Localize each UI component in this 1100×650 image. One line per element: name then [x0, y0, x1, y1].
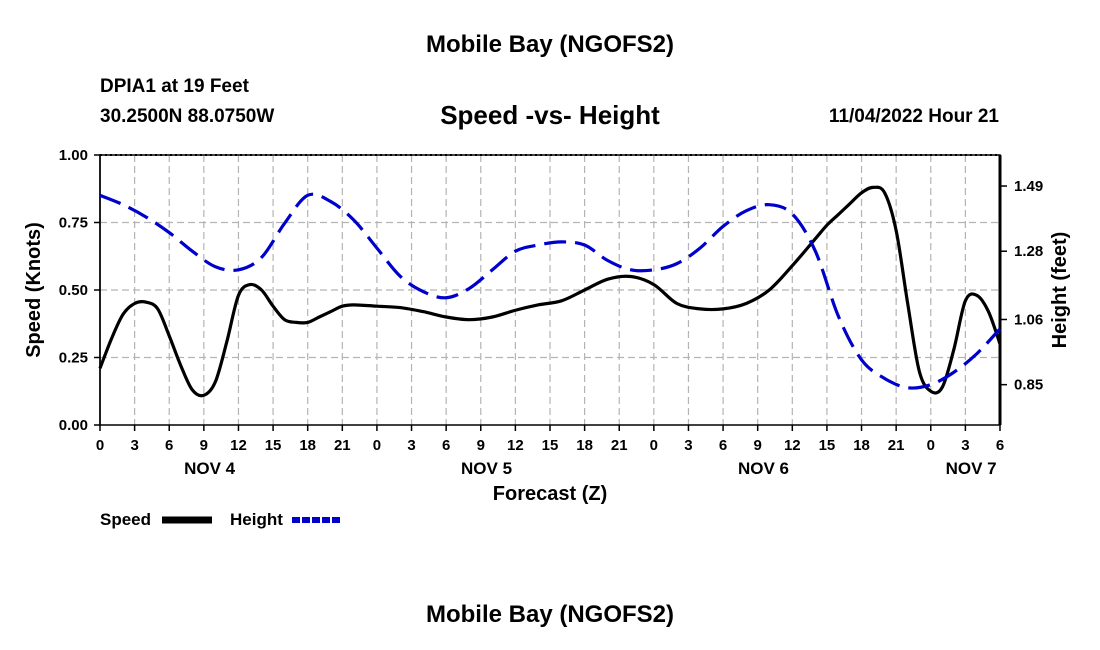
x-tick-label: 18 [853, 437, 870, 454]
x-tick-label: 0 [96, 437, 104, 454]
legend-height-label: Height [230, 510, 283, 529]
y-tick-label: 0.75 [59, 215, 88, 232]
y-tick-label: 0.50 [59, 282, 88, 299]
x-tick-label: 6 [165, 437, 173, 454]
y-axis-label: Speed (Knots) [23, 222, 45, 358]
page-title: Mobile Bay (NGOFS2) [425, 31, 675, 58]
x-tick-label: 6 [719, 437, 727, 454]
x-tick-label: 15 [542, 437, 559, 454]
x-tick-label: 0 [373, 437, 381, 454]
series-line-speed [98, 185, 1002, 398]
x-tick-label: 9 [477, 437, 485, 454]
x-tick-label: 3 [961, 437, 969, 454]
x-tick-label: 18 [576, 437, 593, 454]
x-tick-label: 3 [407, 437, 415, 454]
x-tick-label: 21 [334, 437, 351, 454]
chart-grid [100, 155, 1000, 425]
x-tick-label: 12 [230, 437, 247, 454]
x-tick-label: 9 [200, 437, 208, 454]
x-tick-label: 15 [265, 437, 282, 454]
x-tick-label: 12 [507, 437, 524, 454]
x-tick-label: 0 [927, 437, 935, 454]
y2-tick-label: 1.49 [1014, 178, 1043, 195]
legend-speed-label: Speed [100, 510, 151, 529]
series-layer [98, 185, 1002, 398]
series-line-height [99, 192, 1002, 390]
x-axis-label: Forecast (Z) [493, 483, 607, 505]
x-date-label: NOV 5 [461, 459, 512, 478]
bottom-page-title: Mobile Bay (NGOFS2) [425, 601, 675, 628]
x-tick-label: 18 [299, 437, 316, 454]
x-date-label: NOV 7 [946, 459, 997, 478]
x-date-label: NOV 6 [738, 459, 789, 478]
x-tick-label: 9 [754, 437, 762, 454]
chart-title: Speed -vs- Height [440, 100, 660, 130]
forecast-time: 11/04/2022 Hour 21 [828, 106, 999, 127]
y-tick-label: 0.00 [59, 417, 88, 434]
y2-axis-label: Height (feet) [1049, 232, 1071, 349]
legend: Speed Height [100, 510, 342, 529]
y2-tick-label: 1.28 [1014, 243, 1043, 260]
axis-ticks: 0 3 6 9 12 15 18 21 0 3 6 9 12 15 18 21 0 3 6 9 12 15 18 21 0 3 6N… [59, 147, 1043, 478]
x-tick-label: 3 [684, 437, 692, 454]
x-tick-label: 12 [784, 437, 801, 454]
y2-tick-label: 1.06 [1014, 311, 1043, 328]
y-tick-label: 0.25 [59, 350, 88, 367]
x-tick-label: 21 [611, 437, 628, 454]
x-tick-label: 15 [819, 437, 836, 454]
x-tick-label: 0 [650, 437, 658, 454]
y-tick-label: 1.00 [59, 147, 88, 164]
x-tick-label: 21 [888, 437, 905, 454]
station-label: DPIA1 at 19 Feet [100, 76, 249, 97]
x-tick-label: 6 [442, 437, 450, 454]
x-date-label: NOV 4 [184, 459, 236, 478]
station-coordinates: 30.2500N 88.0750W [100, 106, 275, 127]
x-tick-label: 3 [130, 437, 138, 454]
y2-tick-label: 0.85 [1014, 377, 1043, 394]
x-tick-label: 6 [996, 437, 1004, 454]
